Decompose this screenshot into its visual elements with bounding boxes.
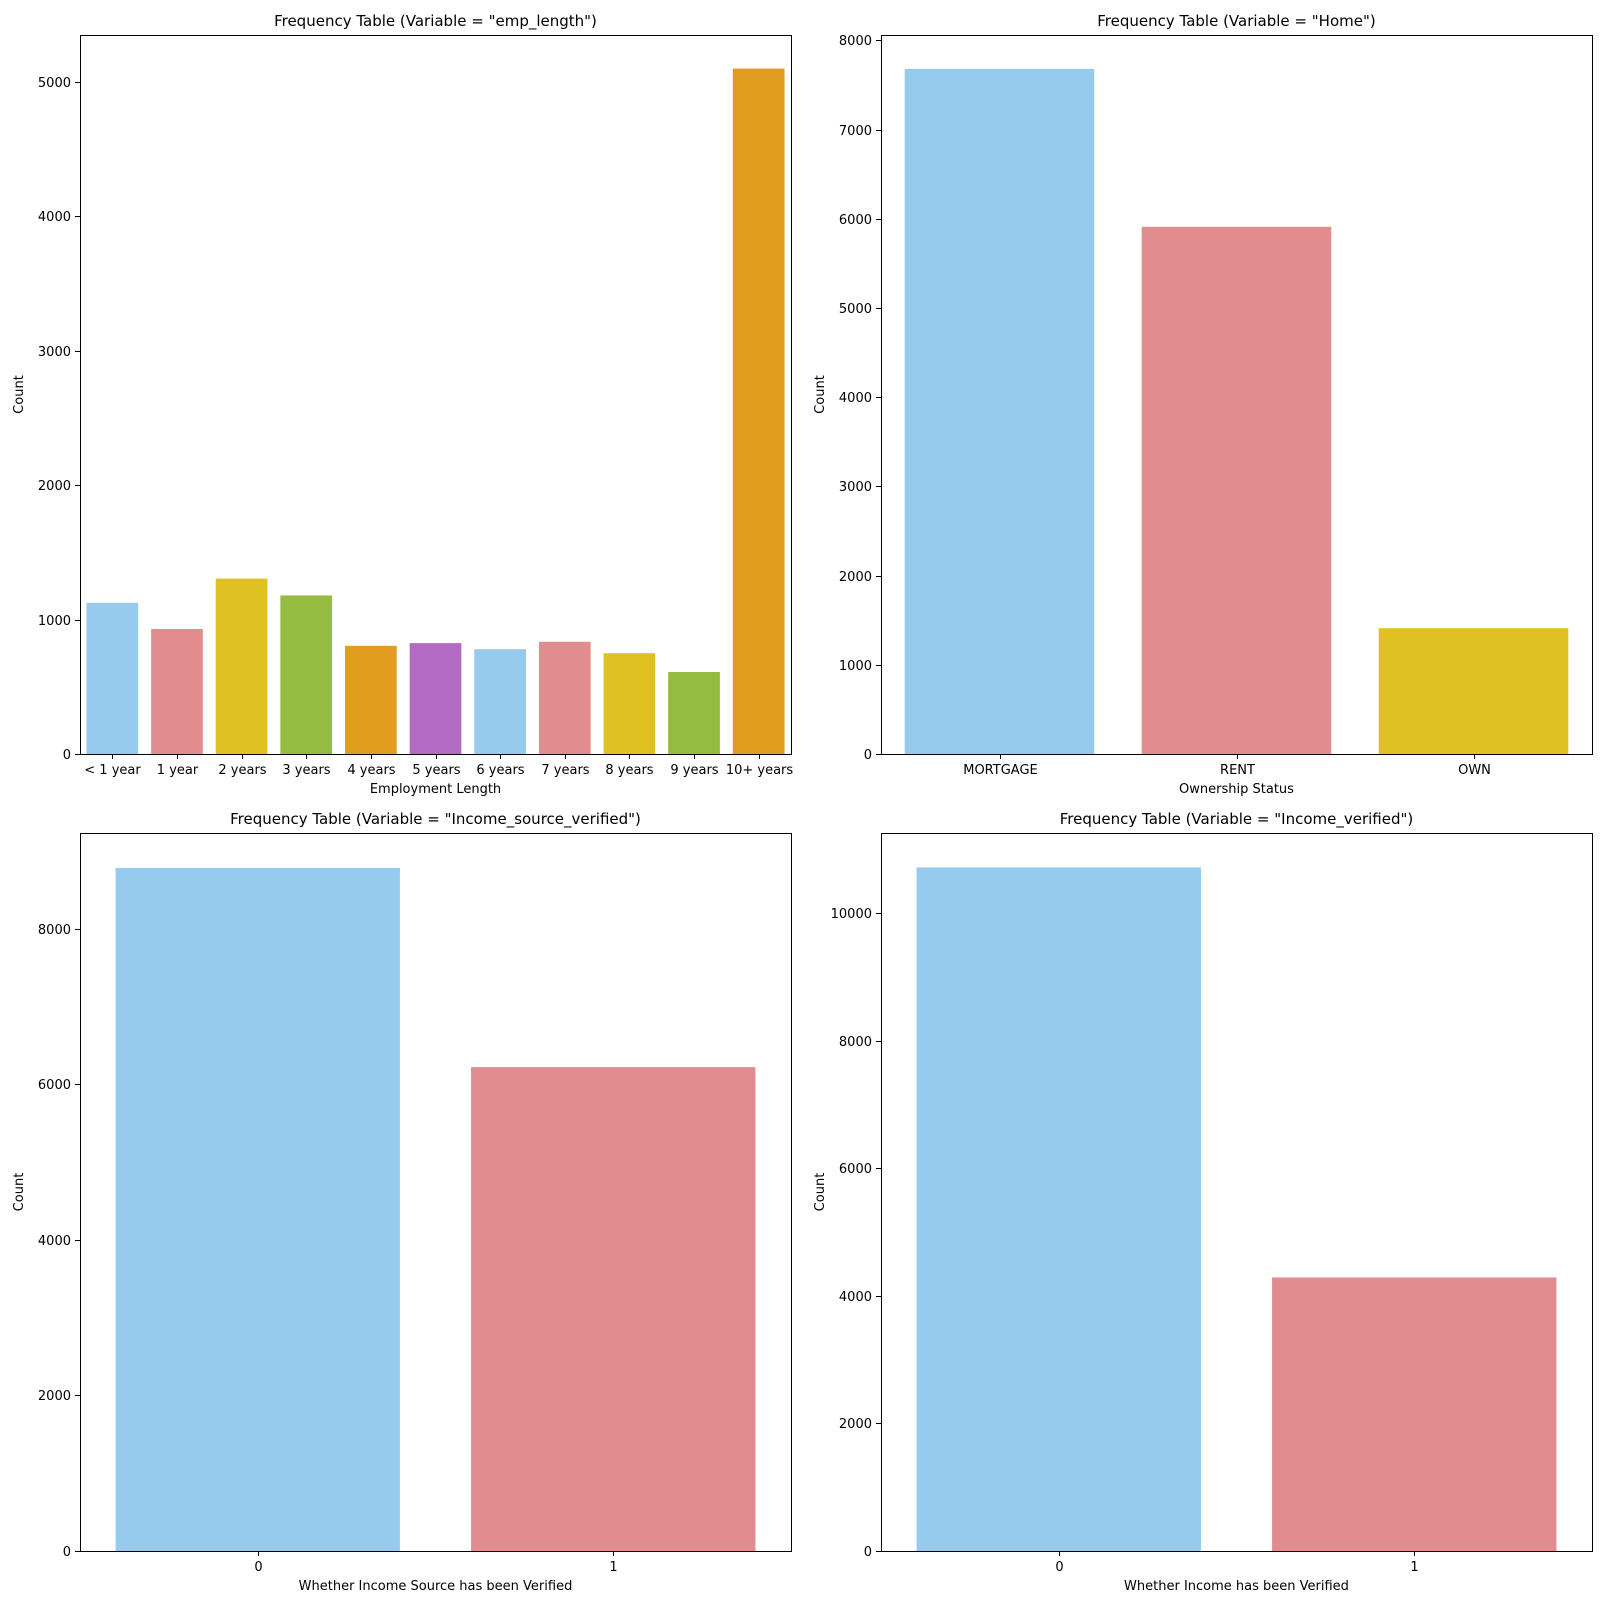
y-tick-label: 2000 xyxy=(38,1389,71,1404)
x-tick-label: < 1 year xyxy=(84,763,141,778)
y-axis: 0 2000 4000 6000 8000 10000 xyxy=(831,907,881,1560)
bar-1 xyxy=(1272,1277,1557,1551)
x-axis: < 1 year 1 year 2 years 3 years 4 years 5 yea… xyxy=(84,754,793,778)
x-tick-label: 5 years xyxy=(412,763,460,778)
y-tick-label: 8000 xyxy=(38,923,71,938)
x-tick-label: RENT xyxy=(1220,763,1255,778)
x-tick-label: 1 year xyxy=(157,763,199,778)
x-axis-label: Whether Income Source has been Verified xyxy=(299,1579,573,1594)
bar-0 xyxy=(916,867,1201,1551)
x-tick-label: 6 years xyxy=(476,763,524,778)
bar-7-years xyxy=(538,641,591,754)
y-axis: 0 2000 4000 6000 8000 xyxy=(38,923,80,1560)
y-axis-label: Count xyxy=(12,375,27,414)
bars xyxy=(115,868,756,1551)
bars xyxy=(916,867,1557,1551)
axes-frame xyxy=(80,833,792,1552)
x-tick-label: 9 years xyxy=(670,763,718,778)
bar-0 xyxy=(115,868,400,1551)
bar-3-years xyxy=(280,595,333,754)
bar-1-year xyxy=(86,602,139,754)
y-axis-label: Count xyxy=(813,1173,828,1212)
bars xyxy=(86,68,785,754)
y-tick-label: 7000 xyxy=(839,124,872,139)
y-tick-label: 10000 xyxy=(831,907,872,922)
axes-frame xyxy=(881,833,1593,1552)
bar-own xyxy=(1378,628,1569,754)
x-tick-label: 8 years xyxy=(605,763,653,778)
x-tick-label: 1 xyxy=(609,1560,617,1575)
bar-2-years xyxy=(215,578,268,754)
y-tick-label: 2000 xyxy=(839,1417,872,1432)
x-tick-label: 4 years xyxy=(347,763,395,778)
y-tick-label: 8000 xyxy=(839,1035,872,1050)
y-tick-label: 6000 xyxy=(839,213,872,228)
x-tick-label: 0 xyxy=(254,1560,262,1575)
y-tick-label: 3000 xyxy=(38,345,71,360)
y-tick-label: 6000 xyxy=(839,1162,872,1177)
x-tick-label: 1 xyxy=(1410,1560,1418,1575)
bar-10-years xyxy=(732,68,785,754)
x-axis-label: Employment Length xyxy=(370,782,501,797)
x-tick-label: 0 xyxy=(1055,1560,1063,1575)
x-tick-label: 10+ years xyxy=(726,763,794,778)
y-tick-label: 2000 xyxy=(38,479,71,494)
y-axis-label: Count xyxy=(12,1173,27,1212)
y-axis: 0 1000 2000 3000 4000 5000 xyxy=(38,76,80,763)
chart-title: Frequency Table (Variable = "Income_sour… xyxy=(230,810,641,829)
x-axis-label: Ownership Status xyxy=(1179,782,1294,797)
chart-title: Frequency Table (Variable = "Income_veri… xyxy=(1060,810,1414,829)
x-tick-label: MORTGAGE xyxy=(963,763,1038,778)
y-tick-label: 2000 xyxy=(839,570,872,585)
x-axis: MORTGAGE RENT OWN xyxy=(963,754,1491,778)
x-tick-label: 7 years xyxy=(541,763,589,778)
bar-4-years xyxy=(345,645,397,754)
chart-title: Frequency Table (Variable = "Home") xyxy=(1097,12,1375,30)
y-tick-label: 1000 xyxy=(38,614,71,629)
bar-1 xyxy=(471,1067,756,1551)
bar-1-year xyxy=(151,629,203,754)
bar-rent xyxy=(1141,226,1332,755)
y-axis: 0 1000 2000 3000 4000 5000 6000 7000 8000 xyxy=(839,34,881,763)
y-tick-label: 1000 xyxy=(839,659,872,674)
bar-8-years xyxy=(603,653,656,754)
y-tick-label: 8000 xyxy=(839,34,872,49)
home-chart: 0 1000 2000 3000 4000 5000 6000 7000 8000 MORTGA… xyxy=(813,12,1593,797)
y-tick-label: 6000 xyxy=(38,1078,71,1093)
x-tick-label: 3 years xyxy=(282,763,330,778)
y-tick-label: 0 xyxy=(864,1545,872,1560)
y-tick-label: 4000 xyxy=(839,391,872,406)
bar-9-years xyxy=(668,672,720,754)
y-tick-label: 5000 xyxy=(839,302,872,317)
y-tick-label: 0 xyxy=(864,748,872,763)
y-tick-label: 4000 xyxy=(38,1234,71,1249)
bar-6-years xyxy=(474,649,526,754)
y-tick-label: 0 xyxy=(63,748,71,763)
y-tick-label: 5000 xyxy=(38,76,71,91)
bars xyxy=(904,68,1569,755)
chart-title: Frequency Table (Variable = "emp_length"… xyxy=(274,12,597,31)
y-tick-label: 3000 xyxy=(839,480,872,495)
y-tick-label: 4000 xyxy=(38,210,71,225)
x-tick-label: 2 years xyxy=(218,763,266,778)
bar-mortgage xyxy=(904,68,1095,755)
y-axis-label: Count xyxy=(813,375,828,414)
emp-length-chart: 0 1000 2000 3000 4000 5000 < 1 year 1 year 2 ye… xyxy=(12,12,793,797)
x-tick-label: OWN xyxy=(1458,763,1491,778)
y-tick-label: 0 xyxy=(63,1545,71,1560)
x-axis-label: Whether Income has been Verified xyxy=(1124,1579,1349,1594)
bar-5-years xyxy=(409,643,462,754)
y-tick-label: 4000 xyxy=(839,1290,872,1305)
